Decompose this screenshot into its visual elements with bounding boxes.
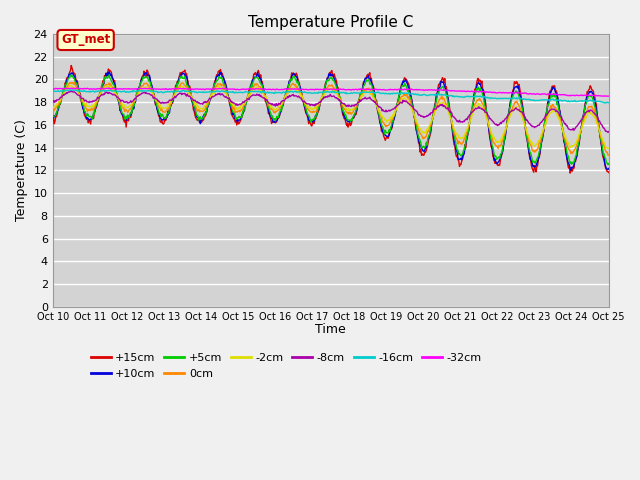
Title: Temperature Profile C: Temperature Profile C bbox=[248, 15, 413, 30]
X-axis label: Time: Time bbox=[316, 323, 346, 336]
Text: GT_met: GT_met bbox=[61, 34, 110, 47]
Y-axis label: Temperature (C): Temperature (C) bbox=[15, 120, 28, 221]
Legend: +15cm, +10cm, +5cm, 0cm, -2cm, -8cm, -16cm, -32cm: +15cm, +10cm, +5cm, 0cm, -2cm, -8cm, -16… bbox=[86, 349, 486, 383]
